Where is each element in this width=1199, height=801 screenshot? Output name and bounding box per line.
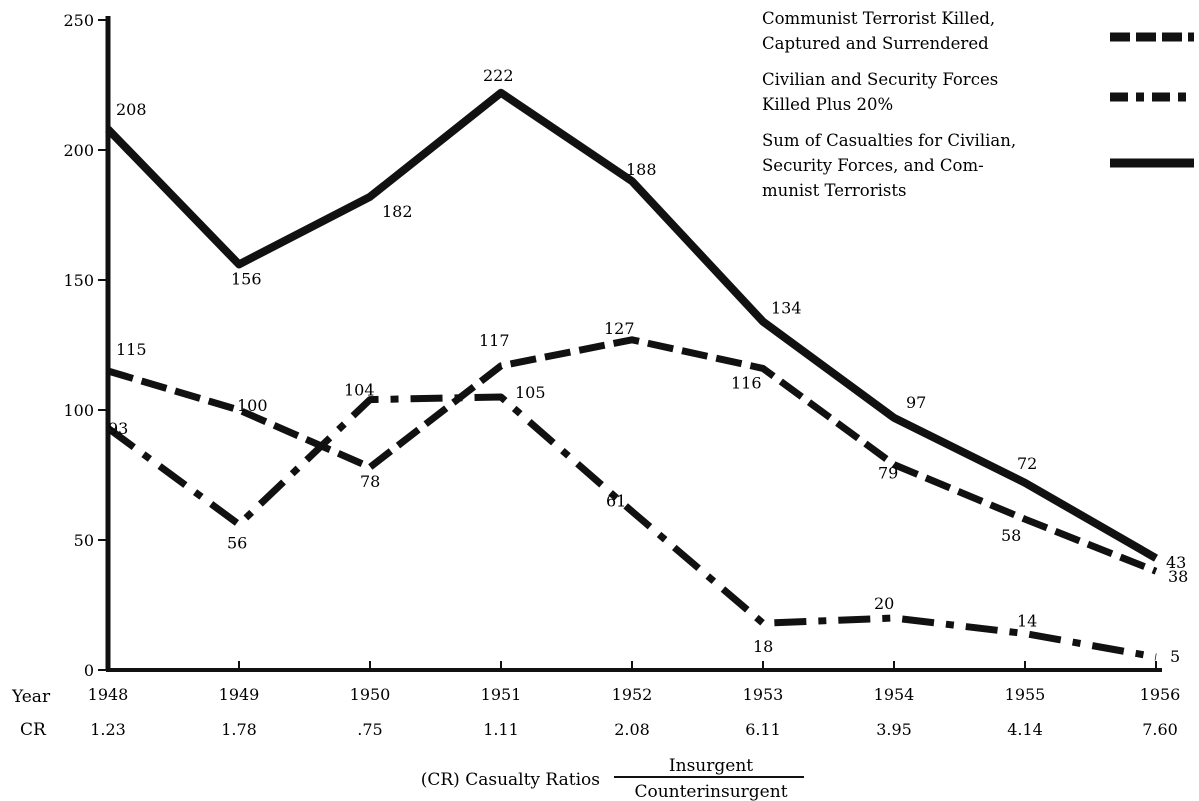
data-label: 222 [483,66,514,85]
data-label: 72 [1017,454,1037,473]
legend-entry-text: Security Forces, and Com- [762,156,984,175]
y-tick-label: 100 [63,401,94,420]
cr-value: 1.11 [483,720,519,739]
cr-value: 2.08 [614,720,650,739]
data-label: 43 [1166,553,1186,572]
legend-entry-text: Civilian and Security Forces [762,70,998,89]
data-label: 182 [382,202,413,221]
x-tick-label: 1951 [481,685,522,704]
data-label: 208 [116,100,147,119]
x-axis-rows: Year CR 1948 1.23 1949 1.78 1950 .75 1951 1.11 195… [11,685,1180,740]
data-label: 97 [906,393,926,412]
data-label: 56 [227,533,247,552]
series-line-dash-dot [105,393,1157,661]
data-label: 5 [1170,647,1180,666]
data-label: 116 [731,373,762,392]
legend: Communist Terrorist Killed, Captured and … [762,9,1194,200]
data-label: 115 [116,340,147,359]
data-label: 20 [874,594,894,613]
data-label: 14 [1017,612,1037,631]
x-tick-label: 1952 [612,685,653,704]
series-lines [105,88,1158,661]
x-tick-label: 1949 [219,685,260,704]
legend-entry-text: munist Terrorists [762,181,906,200]
cr-value: 3.95 [876,720,912,739]
data-label: 93 [108,419,128,438]
data-label: 127 [604,319,635,338]
legend-entry-text: Killed Plus 20% [762,95,893,114]
cr-value: 1.23 [90,720,126,739]
year-row-label: Year [11,687,51,707]
cr-value: 6.11 [745,720,781,739]
cr-footnote: (CR) Casualty Ratios Insurgent Counterinsu… [421,756,804,801]
x-tick-label: 1953 [743,685,784,704]
data-label: 61 [606,491,626,510]
x-tick-label: 1948 [88,685,129,704]
x-tick-label: 1950 [350,685,391,704]
cr-row-label: CR [20,720,47,740]
y-tick-label: 0 [84,661,94,680]
y-tick-label: 150 [63,271,94,290]
data-label: 105 [515,383,546,402]
x-tick-label: 1955 [1005,685,1046,704]
cr-value: 1.78 [221,720,257,739]
data-label: 78 [360,472,380,491]
y-tick-label: 200 [63,141,94,160]
data-label: 58 [1001,526,1021,545]
legend-entry-text: Sum of Casualties for Civilian, [762,131,1016,150]
data-label: 104 [344,381,375,400]
footer-prefix: (CR) Casualty Ratios [421,770,600,790]
data-label: 100 [237,396,268,415]
data-label: 79 [878,464,898,483]
y-tick-label: 50 [74,531,94,550]
series-line-solid [105,88,1158,562]
legend-entry-text: Communist Terrorist Killed, [762,9,995,28]
x-tick-label: 1954 [874,685,915,704]
footer-numerator: Insurgent [669,756,753,776]
footer-denominator: Counterinsurgent [634,782,787,801]
legend-entry-text: Captured and Surrendered [762,34,989,53]
x-tick-label: 1956 [1140,685,1181,704]
data-label: 18 [753,637,773,656]
y-tick-label: 250 [63,11,94,30]
cr-value: 4.14 [1007,720,1043,739]
chart-axes: 0 50 100 150 200 250 [63,11,1162,680]
data-label: 188 [626,160,657,179]
data-label: 156 [231,269,262,288]
cr-value: 7.60 [1142,720,1178,739]
series-line-dashed [107,336,1158,575]
cr-value: .75 [357,720,382,739]
data-label: 117 [479,331,510,350]
data-label: 38 [1168,567,1188,586]
data-label: 134 [771,299,802,318]
data-labels: 208 156 182 222 188 134 97 72 43 115 100 78 117 127 11… [108,66,1188,666]
